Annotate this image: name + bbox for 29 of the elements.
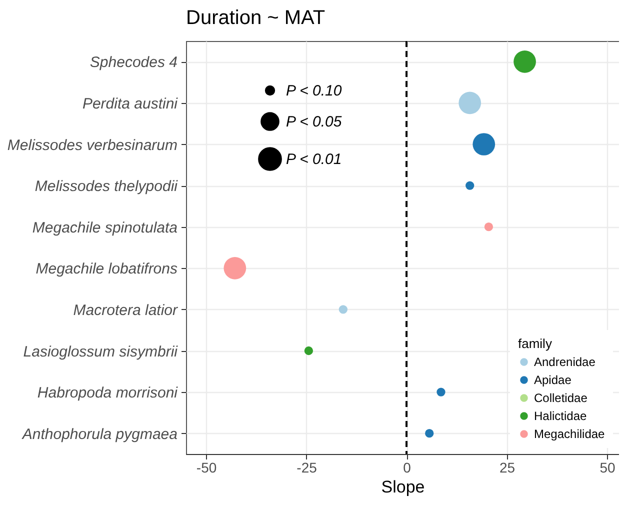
y-tick-label: Megachile spinotulata — [32, 219, 178, 236]
legend-label: Megachilidae — [534, 427, 606, 441]
x-tick-label: 0 — [403, 460, 412, 476]
legend-label: Andrenidae — [534, 355, 596, 369]
y-tick-label: Macrotera latior — [73, 302, 179, 319]
y-tick-label: Megachile lobatifrons — [36, 260, 178, 278]
y-tick-label: Melissodes verbesinarum — [7, 136, 178, 154]
x-tick-label: 50 — [600, 460, 616, 476]
point — [425, 429, 434, 438]
legend-title: family — [518, 336, 552, 351]
x-tick-label: 25 — [499, 460, 516, 476]
x-tick-label: -25 — [296, 460, 318, 476]
legend-label: P < 0.05 — [286, 114, 342, 130]
legend-label: Halictidae — [534, 409, 588, 423]
point — [436, 388, 446, 396]
chart-title: Duration ~ MAT — [186, 7, 326, 29]
x-tick-label: -50 — [196, 460, 217, 476]
legend-label: Apidae — [534, 373, 572, 387]
y-tick-label: Melissodes thelypodii — [34, 178, 178, 196]
y-tick-label: Sphecodes 4 — [90, 54, 178, 72]
legend-label: P < 0.10 — [286, 82, 342, 100]
legend-label: Colletidae — [534, 391, 588, 405]
y-tick-label: Perdita austini — [82, 95, 178, 112]
y-tick-label: Lasioglossum sisymbrii — [23, 343, 178, 360]
legend-label: P < 0.01 — [286, 151, 342, 168]
y-tick-label: Anthophorula pygmaea — [21, 426, 178, 443]
point — [466, 181, 474, 190]
y-tick-label: Habropoda morrisoni — [37, 384, 178, 402]
x-axis-title: Slope — [381, 478, 425, 496]
